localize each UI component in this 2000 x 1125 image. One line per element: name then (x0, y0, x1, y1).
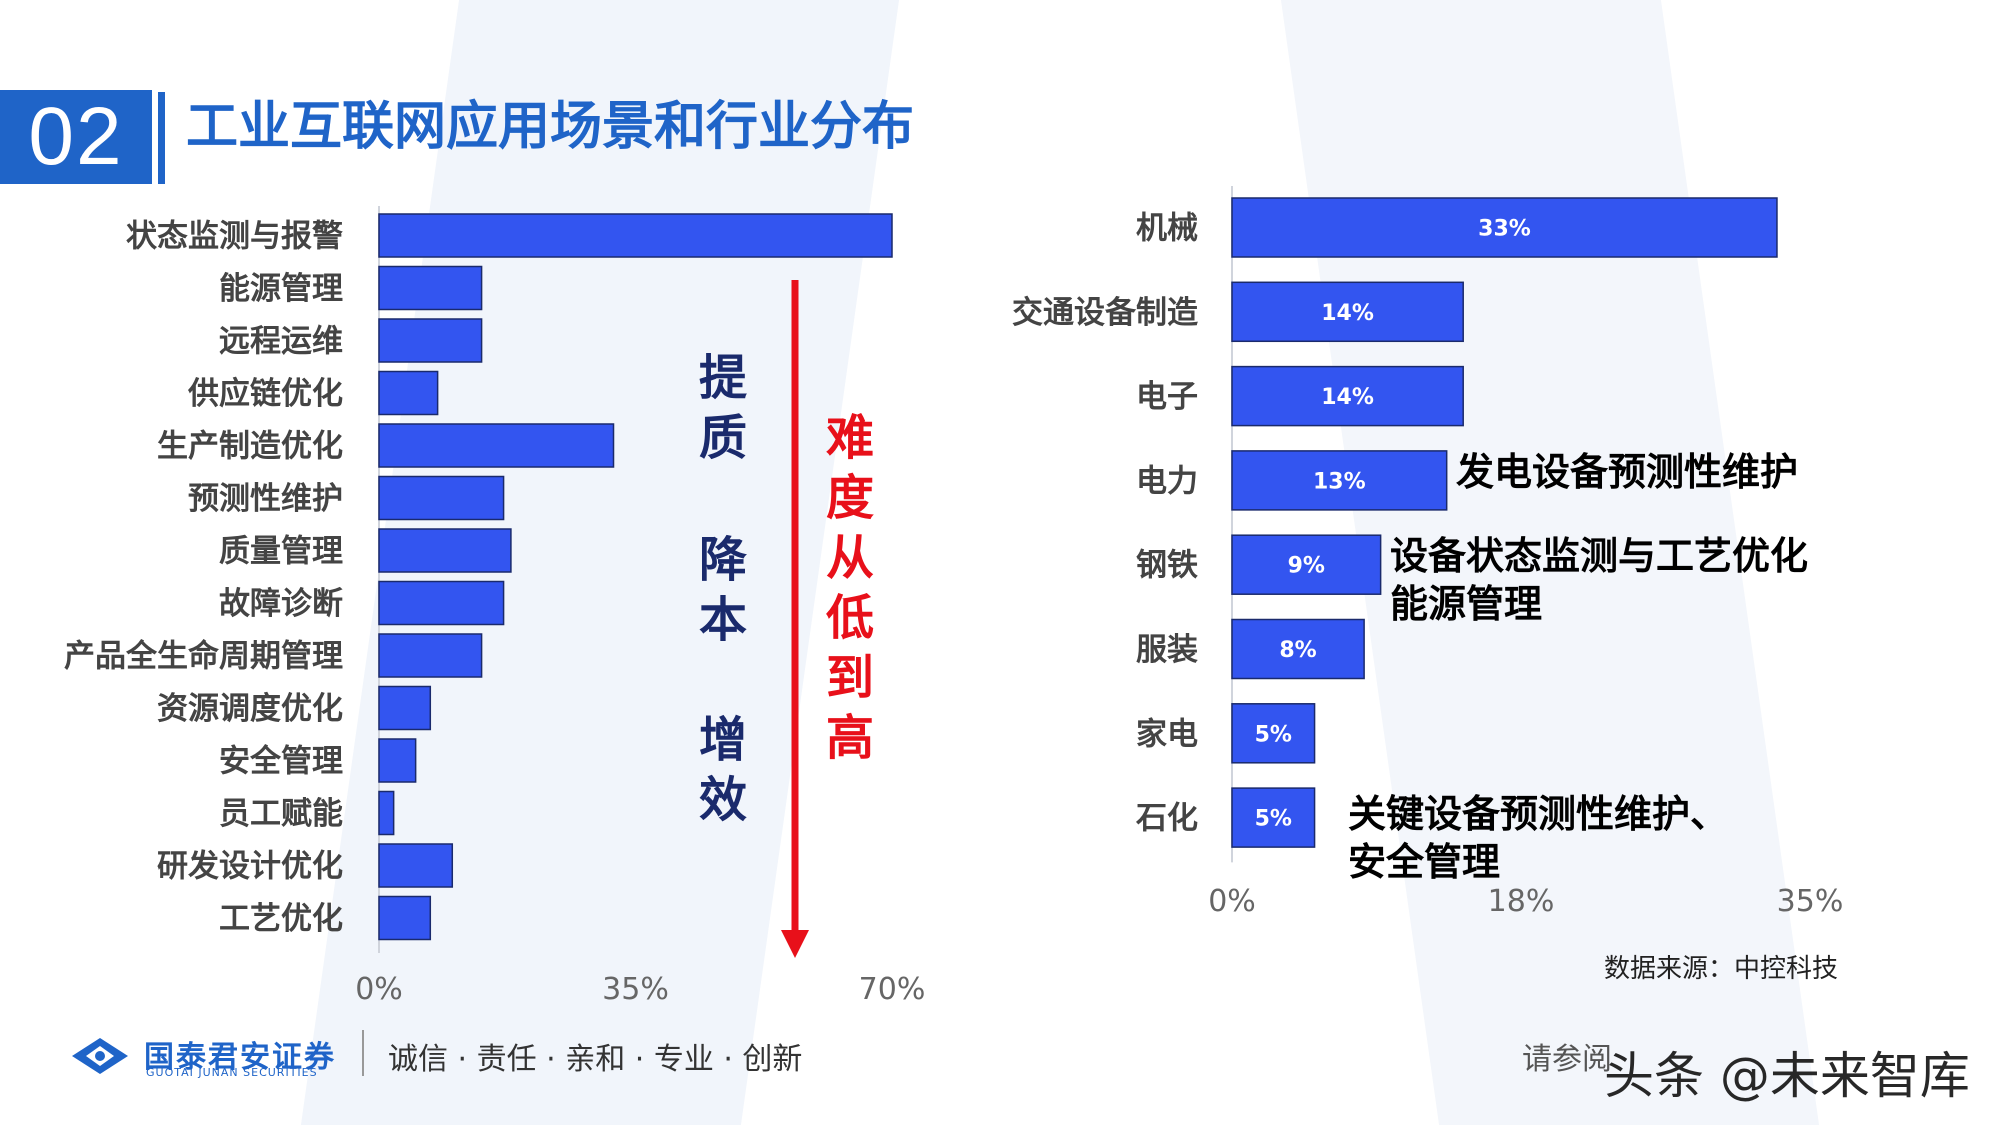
vertical-char: 低 (825, 590, 874, 646)
category-label: 钢铁 (1136, 548, 1198, 584)
bar (378, 580, 505, 626)
bar (1231, 787, 1316, 848)
vertical-char: 度 (825, 470, 874, 526)
bar (1231, 197, 1778, 258)
bar (378, 213, 893, 258)
data-label: 5% (1255, 807, 1292, 832)
category-label: 安全管理 (219, 744, 343, 780)
section-number: 02 (0, 90, 152, 184)
bar (378, 318, 483, 363)
vertical-char: 增 (698, 712, 747, 768)
category-label: 状态监测与报警 (126, 219, 343, 255)
bar (378, 475, 505, 521)
vertical-char: 高 (825, 710, 874, 766)
x-tick-label: 70% (859, 972, 926, 1007)
bar (1231, 703, 1316, 764)
category-label: 工艺优化 (219, 901, 343, 937)
bar (378, 370, 439, 416)
category-label: 资源调度优化 (157, 691, 343, 727)
category-label: 质量管理 (219, 534, 343, 570)
vertical-char: 效 (698, 772, 747, 828)
category-label: 交通设备制造 (1012, 295, 1198, 331)
category-label: 机械 (1136, 211, 1198, 247)
logo-text-en: GUOTAI JUNAN SECURITIES (146, 1066, 318, 1079)
bar (1231, 534, 1382, 595)
footer-divider (362, 1030, 364, 1076)
data-label: 33% (1478, 217, 1531, 242)
logo-text-cn: 国泰君安证券 (144, 1040, 336, 1075)
goal-text-column-2: 降本 (693, 530, 753, 650)
note-petrochem: 关键设备预测性维护、 安全管理 (1348, 792, 1729, 884)
category-label: 能源管理 (219, 271, 343, 307)
footer-disclaimer: 请参阅 (1522, 1042, 1612, 1077)
category-label: 供应链优化 (187, 376, 343, 412)
data-source: 数据来源：中控科技 (1604, 954, 1839, 984)
bar (378, 895, 432, 941)
data-label: 9% (1288, 554, 1325, 579)
vertical-char: 到 (825, 650, 874, 706)
category-label: 远程运维 (219, 324, 343, 360)
bar (378, 685, 432, 731)
vertical-char: 从 (825, 530, 874, 586)
bar (378, 528, 512, 573)
category-label: 电子 (1136, 379, 1198, 415)
bar (1231, 450, 1448, 511)
watermark: 头条 @未来智库 (1604, 1047, 1970, 1105)
vertical-char: 质 (698, 410, 747, 466)
x-tick-label: 0% (1208, 884, 1256, 919)
category-label: 故障诊断 (219, 586, 343, 622)
note-power: 发电设备预测性维护 (1456, 450, 1799, 494)
bar (378, 423, 615, 468)
bar (378, 790, 395, 836)
x-tick-label: 35% (602, 972, 669, 1007)
page-title: 工业互联网应用场景和行业分布 (186, 97, 915, 157)
bar (378, 738, 417, 783)
category-label: 预测性维护 (188, 481, 343, 517)
data-label: 8% (1279, 638, 1316, 663)
category-label: 电力 (1136, 463, 1198, 499)
difficulty-arrow-head (781, 930, 809, 958)
bar (378, 633, 483, 678)
bar (378, 843, 454, 888)
category-label: 家电 (1136, 716, 1198, 752)
data-label: 14% (1321, 385, 1374, 410)
x-tick-label: 35% (1777, 884, 1844, 919)
data-label: 13% (1313, 469, 1366, 494)
category-label: 研发设计优化 (157, 849, 343, 885)
data-label: 14% (1321, 301, 1374, 326)
bar (1231, 281, 1464, 343)
x-tick-label: 0% (355, 972, 403, 1007)
bar (378, 265, 483, 311)
bar (1231, 365, 1464, 427)
vertical-char: 提 (698, 350, 747, 406)
category-label: 员工赋能 (219, 796, 343, 832)
logo-icon (72, 1038, 128, 1074)
goal-text-column-3: 增效 (693, 710, 753, 830)
bar (1231, 618, 1365, 680)
footer-slogan: 诚信 · 责任 · 亲和 · 专业 · 创新 (388, 1042, 803, 1077)
data-label: 5% (1255, 722, 1292, 747)
note-steel: 设备状态监测与工艺优化 能源管理 (1390, 534, 1809, 626)
title-divider (158, 92, 165, 184)
category-label: 生产制造优化 (157, 429, 343, 465)
vertical-char: 本 (698, 592, 747, 648)
goal-text-column-1: 提质 (693, 348, 753, 468)
category-label: 服装 (1136, 632, 1198, 668)
vertical-char: 难 (825, 410, 874, 466)
x-tick-label: 18% (1488, 884, 1555, 919)
difficulty-text: 难度从低到高 (820, 408, 880, 768)
category-label: 产品全生命周期管理 (64, 639, 343, 675)
category-label: 石化 (1135, 801, 1198, 837)
vertical-char: 降 (698, 532, 747, 588)
